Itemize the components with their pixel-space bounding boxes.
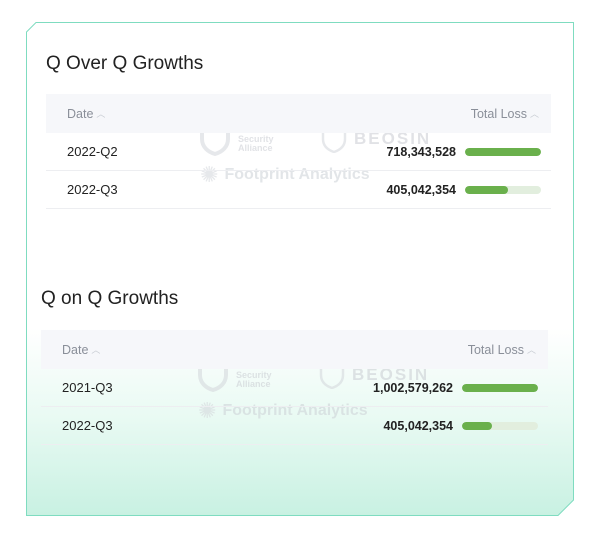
- growth-table: Date ︿ Total Loss ︿ 2022-Q2 718,343,528 …: [46, 94, 551, 209]
- date-cell: 2022-Q3: [67, 182, 118, 197]
- sort-caret-icon[interactable]: ︿: [526, 345, 536, 355]
- table-header: Date ︿ Total Loss ︿: [46, 94, 551, 133]
- section-title: Q Over Q Growths: [46, 53, 204, 74]
- table-row: 2022-Q3 405,042,354: [41, 407, 548, 445]
- loss-bar-fill: [465, 185, 508, 194]
- total-loss-cell: 405,042,354: [386, 183, 541, 197]
- date-column-header[interactable]: Date ︿: [67, 107, 105, 121]
- column-label: Total Loss: [470, 106, 527, 121]
- loss-bar-fill: [462, 421, 493, 430]
- sort-caret-icon[interactable]: ︿: [96, 109, 106, 119]
- loss-bar: [462, 383, 538, 392]
- column-label: Date: [62, 342, 89, 357]
- table-header: Date ︿ Total Loss ︿: [41, 330, 548, 369]
- loss-bar: [462, 421, 538, 430]
- table-row: 2022-Q3 405,042,354: [46, 171, 551, 209]
- date-cell: 2022-Q2: [67, 144, 118, 159]
- total-loss-cell: 405,042,354: [383, 419, 538, 433]
- loss-bar: [465, 147, 541, 156]
- date-cell: 2022-Q3: [62, 418, 113, 433]
- sort-caret-icon[interactable]: ︿: [529, 109, 539, 119]
- column-label: Total Loss: [467, 342, 524, 357]
- column-label: Date: [67, 106, 94, 121]
- total-loss-value: 405,042,354: [386, 182, 456, 197]
- total-loss-column-header[interactable]: Total Loss ︿: [468, 343, 536, 357]
- total-loss-value: 718,343,528: [386, 144, 456, 159]
- section-title: Q on Q Growths: [41, 288, 179, 309]
- total-loss-cell: 718,343,528: [386, 145, 541, 159]
- total-loss-cell: 1,002,579,262: [373, 381, 538, 395]
- total-loss-column-header[interactable]: Total Loss ︿: [471, 107, 539, 121]
- loss-bar-fill: [465, 147, 541, 156]
- total-loss-value: 405,042,354: [383, 418, 453, 433]
- growth-table: Date ︿ Total Loss ︿ 2021-Q3 1,002,579,26…: [41, 330, 548, 445]
- total-loss-value: 1,002,579,262: [373, 380, 453, 395]
- loss-bar: [465, 185, 541, 194]
- sort-caret-icon[interactable]: ︿: [91, 345, 101, 355]
- loss-bar-fill: [462, 383, 538, 392]
- table-row: 2021-Q3 1,002,579,262: [41, 369, 548, 407]
- date-cell: 2021-Q3: [62, 380, 113, 395]
- date-column-header[interactable]: Date ︿: [62, 343, 100, 357]
- table-row: 2022-Q2 718,343,528: [46, 133, 551, 171]
